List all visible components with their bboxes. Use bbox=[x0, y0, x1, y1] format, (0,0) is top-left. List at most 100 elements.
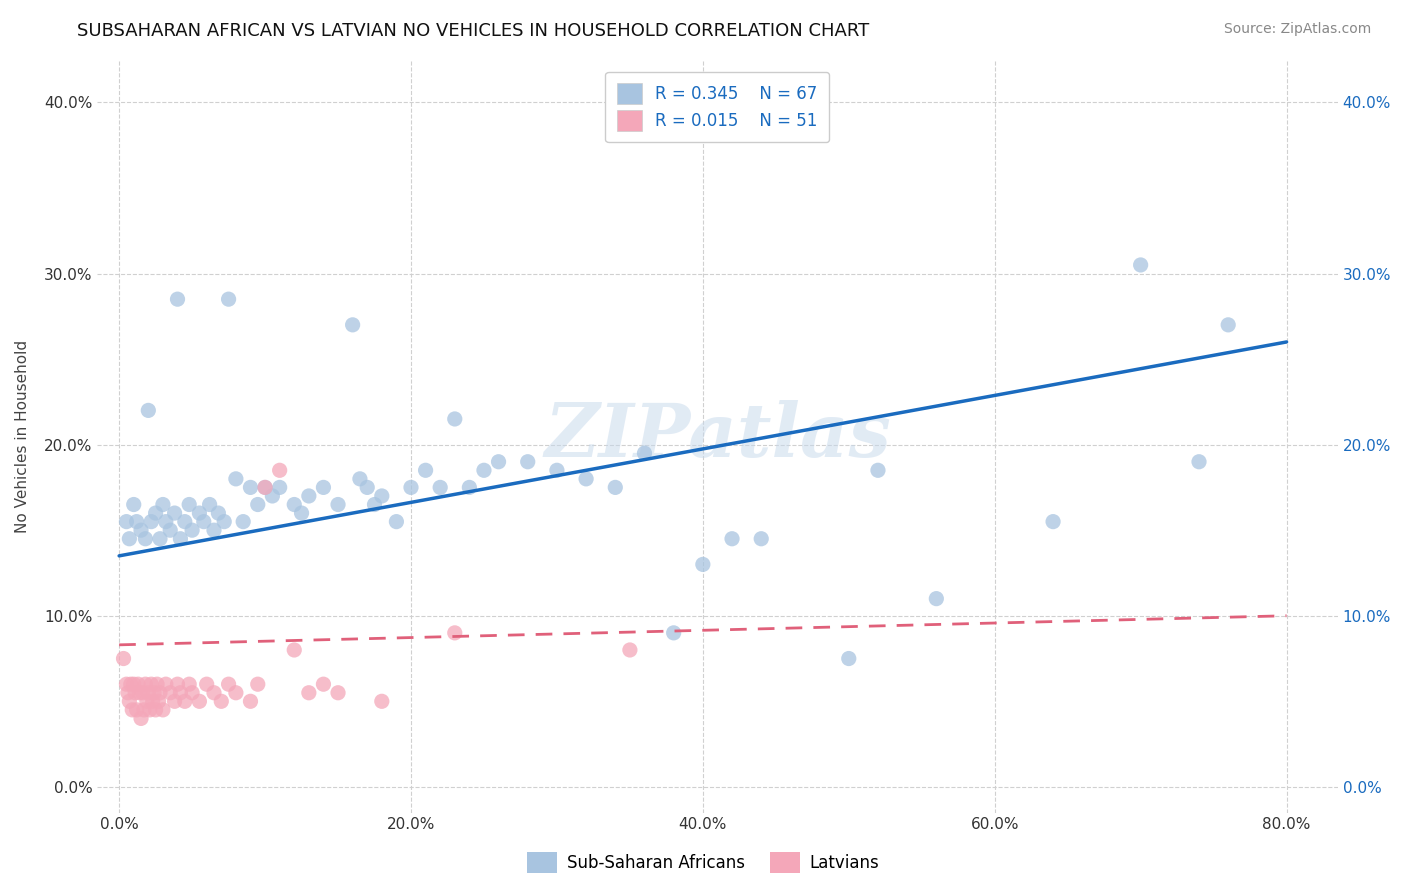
Point bbox=[145, 703, 167, 717]
Point bbox=[134, 532, 156, 546]
Point bbox=[546, 463, 568, 477]
Point bbox=[146, 677, 169, 691]
Point bbox=[149, 532, 172, 546]
Point bbox=[132, 703, 155, 717]
Point bbox=[283, 498, 305, 512]
Point bbox=[218, 677, 240, 691]
Point bbox=[139, 703, 162, 717]
Point bbox=[155, 515, 177, 529]
Point bbox=[1218, 318, 1240, 332]
Point bbox=[143, 686, 166, 700]
Point bbox=[125, 703, 148, 717]
Point bbox=[239, 694, 262, 708]
Point bbox=[188, 694, 211, 708]
Point bbox=[363, 498, 385, 512]
Point bbox=[212, 515, 235, 529]
Point bbox=[145, 506, 167, 520]
Point bbox=[269, 480, 291, 494]
Point bbox=[127, 677, 149, 691]
Point bbox=[619, 643, 641, 657]
Point bbox=[443, 625, 465, 640]
Point bbox=[136, 403, 159, 417]
Point bbox=[129, 711, 152, 725]
Point bbox=[117, 686, 139, 700]
Point bbox=[112, 651, 135, 665]
Point bbox=[152, 703, 174, 717]
Point bbox=[166, 292, 188, 306]
Point bbox=[399, 480, 422, 494]
Point bbox=[269, 463, 291, 477]
Point bbox=[326, 686, 349, 700]
Point bbox=[128, 686, 150, 700]
Point bbox=[429, 480, 451, 494]
Point bbox=[207, 506, 229, 520]
Point bbox=[202, 686, 225, 700]
Point bbox=[925, 591, 948, 606]
Point bbox=[181, 523, 204, 537]
Point bbox=[118, 532, 141, 546]
Point bbox=[141, 677, 163, 691]
Point bbox=[662, 625, 685, 640]
Point bbox=[155, 677, 177, 691]
Point bbox=[298, 686, 321, 700]
Point bbox=[1188, 455, 1211, 469]
Point bbox=[443, 412, 465, 426]
Point bbox=[262, 489, 284, 503]
Point bbox=[312, 480, 335, 494]
Point bbox=[115, 677, 138, 691]
Point bbox=[254, 480, 277, 494]
Point bbox=[356, 480, 378, 494]
Legend: R = 0.345    N = 67, R = 0.015    N = 51: R = 0.345 N = 67, R = 0.015 N = 51 bbox=[606, 71, 830, 143]
Point bbox=[209, 694, 232, 708]
Point bbox=[283, 643, 305, 657]
Point bbox=[122, 498, 145, 512]
Point bbox=[290, 506, 312, 520]
Point bbox=[173, 515, 195, 529]
Point bbox=[225, 472, 247, 486]
Point bbox=[516, 455, 538, 469]
Point bbox=[198, 498, 221, 512]
Point bbox=[120, 677, 142, 691]
Point bbox=[159, 686, 181, 700]
Point bbox=[135, 694, 157, 708]
Point bbox=[415, 463, 437, 477]
Point bbox=[326, 498, 349, 512]
Legend: Sub-Saharan Africans, Latvians: Sub-Saharan Africans, Latvians bbox=[520, 846, 886, 880]
Point bbox=[749, 532, 772, 546]
Point bbox=[866, 463, 889, 477]
Point bbox=[605, 480, 627, 494]
Text: Source: ZipAtlas.com: Source: ZipAtlas.com bbox=[1223, 22, 1371, 37]
Point bbox=[125, 515, 148, 529]
Point bbox=[134, 677, 156, 691]
Point bbox=[721, 532, 744, 546]
Point bbox=[193, 515, 215, 529]
Point bbox=[488, 455, 510, 469]
Point bbox=[179, 498, 201, 512]
Point bbox=[195, 677, 218, 691]
Point bbox=[218, 292, 240, 306]
Point bbox=[181, 686, 204, 700]
Point bbox=[254, 480, 277, 494]
Point bbox=[838, 651, 860, 665]
Point bbox=[152, 498, 174, 512]
Point bbox=[246, 498, 269, 512]
Point bbox=[202, 523, 225, 537]
Point bbox=[124, 686, 146, 700]
Point bbox=[136, 686, 159, 700]
Point bbox=[142, 694, 165, 708]
Point bbox=[148, 694, 170, 708]
Point bbox=[692, 558, 714, 572]
Point bbox=[169, 686, 191, 700]
Point bbox=[115, 515, 138, 529]
Point bbox=[342, 318, 364, 332]
Point bbox=[246, 677, 269, 691]
Point bbox=[159, 523, 181, 537]
Point bbox=[232, 515, 254, 529]
Point bbox=[188, 506, 211, 520]
Point bbox=[141, 515, 163, 529]
Point bbox=[173, 694, 195, 708]
Point bbox=[371, 694, 394, 708]
Point bbox=[349, 472, 371, 486]
Point bbox=[121, 703, 143, 717]
Text: ZIPatlas: ZIPatlas bbox=[544, 400, 891, 473]
